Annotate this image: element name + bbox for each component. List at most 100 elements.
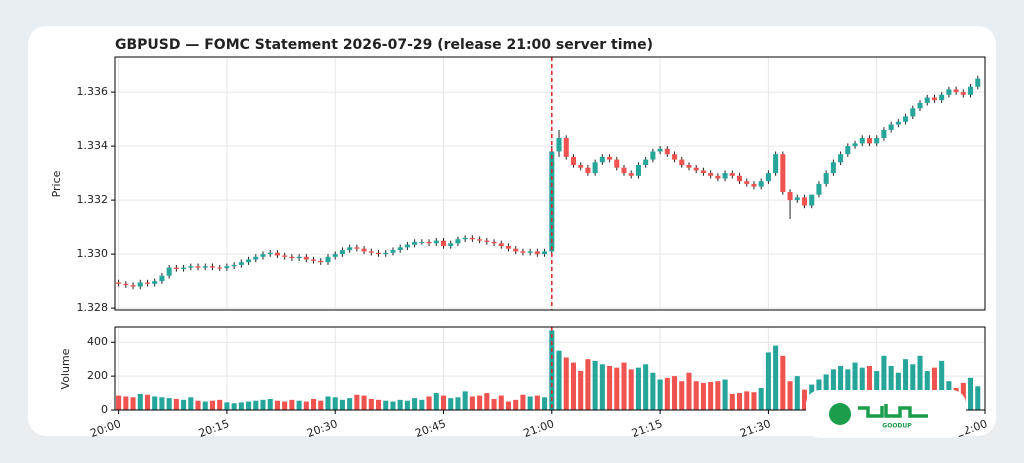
volume-bar: [484, 393, 490, 410]
candle-body: [202, 266, 208, 268]
candle-body: [751, 183, 757, 187]
volume-bar: [116, 395, 122, 410]
candle-body: [527, 251, 533, 253]
watermark-icon: [829, 403, 851, 425]
x-tick-label: 21:30: [738, 417, 772, 440]
axes-frame: [114, 326, 986, 411]
candle-body: [729, 173, 735, 176]
candle-body: [592, 162, 598, 174]
candle-body: [542, 251, 548, 255]
candle-body: [361, 248, 367, 252]
candle-body: [253, 256, 259, 260]
candle-body: [664, 148, 670, 155]
volume-bar: [859, 367, 865, 410]
candle-body: [448, 243, 454, 247]
volume-bar: [520, 394, 526, 410]
candle-body: [635, 165, 641, 176]
volume-bar: [361, 395, 367, 410]
volume-bar: [722, 379, 728, 410]
volume-bar: [903, 359, 909, 410]
volume-bar: [773, 345, 779, 410]
volume-bar: [448, 398, 454, 410]
candle-body: [773, 154, 779, 174]
candle-body: [679, 159, 685, 166]
y-tick-label: 1.334: [77, 139, 109, 152]
candle-body: [708, 173, 714, 176]
volume-bar: [173, 398, 179, 410]
volume-bar: [332, 397, 338, 410]
candle-body: [924, 97, 930, 103]
volume-bar: [123, 396, 129, 410]
volume-bar: [657, 379, 663, 410]
volume-bar: [585, 359, 591, 410]
axes-frame: [114, 56, 986, 311]
candle-body: [621, 167, 627, 174]
candle-body: [866, 138, 873, 144]
volume-bar: [195, 400, 201, 410]
volume-bar: [376, 399, 382, 410]
candle-body: [614, 159, 620, 168]
volume-bar: [635, 367, 641, 410]
x-tick-label: 20:30: [305, 417, 339, 440]
price-panel: [115, 57, 985, 310]
candle-body: [513, 248, 519, 252]
candle-body: [390, 250, 396, 253]
volume-bar: [736, 393, 743, 410]
volume-bar: [787, 381, 793, 410]
x-tick-label: 20:15: [197, 417, 231, 440]
volume-bar: [325, 396, 331, 410]
candle-body: [780, 154, 786, 193]
volume-bar: [274, 400, 280, 410]
candle-body: [469, 237, 475, 240]
volume-bar: [578, 371, 584, 410]
candle-body: [224, 266, 230, 269]
candle-body: [130, 285, 136, 287]
y-tick-label: 1.330: [77, 247, 109, 260]
candle-body: [845, 146, 851, 155]
volume-bar: [542, 397, 548, 410]
candle-body: [968, 86, 974, 95]
candle-body: [246, 259, 252, 263]
volume-bar: [390, 401, 396, 410]
candle-body: [238, 262, 244, 265]
candle-body: [549, 151, 555, 252]
volume-bar: [238, 402, 244, 410]
volume-bar: [751, 392, 757, 410]
candle-body: [462, 237, 468, 240]
volume-bar: [614, 367, 620, 410]
volume-bar: [931, 367, 937, 410]
candle-body: [477, 239, 483, 241]
volume-bar: [491, 398, 497, 410]
candle-body: [426, 241, 432, 244]
candle-body: [354, 247, 360, 249]
volume-bar: [592, 360, 598, 410]
candle-body: [498, 243, 504, 247]
volume-bar: [527, 396, 533, 410]
volume-bar: [246, 401, 252, 410]
candle-body: [152, 281, 158, 284]
volume-bar: [881, 355, 887, 410]
candle-body: [325, 256, 331, 263]
candle-body: [159, 275, 165, 282]
volume-tick-label: 200: [87, 369, 108, 382]
volume-bar: [599, 364, 605, 410]
candle-body: [881, 129, 887, 139]
candle-body: [455, 239, 461, 244]
candle-body: [267, 252, 273, 255]
candle-body: [318, 260, 324, 263]
candle-body: [260, 254, 266, 257]
volume-bar: [282, 401, 288, 410]
volume-bar: [253, 400, 259, 410]
candle-body: [311, 259, 317, 261]
candle-body: [931, 97, 937, 101]
candle-body: [693, 167, 699, 171]
candle-body: [888, 124, 894, 130]
candle-body: [953, 89, 959, 93]
volume-bar: [607, 365, 613, 410]
volume-bar: [563, 357, 569, 410]
volume-bar: [209, 400, 215, 410]
volume-bar: [397, 399, 403, 410]
candle-body: [116, 282, 122, 284]
